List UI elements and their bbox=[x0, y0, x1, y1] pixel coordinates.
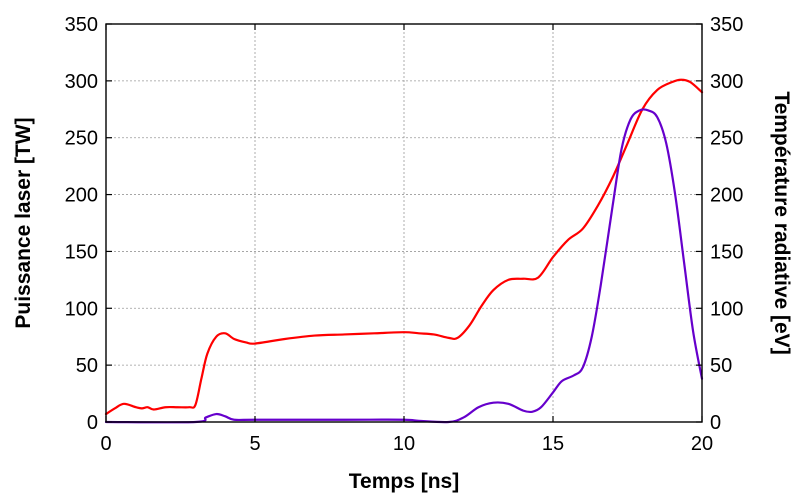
series-line-laser-power bbox=[104, 78, 704, 416]
y2-axis-label: Température radiative [eV] bbox=[770, 91, 793, 354]
y-tick-label: 150 bbox=[65, 241, 98, 263]
y2-tick-label: 350 bbox=[710, 14, 743, 36]
series-layer bbox=[104, 78, 704, 424]
y2-tick-label: 150 bbox=[710, 241, 743, 263]
y2-tick-label: 50 bbox=[710, 355, 732, 377]
x-tick-label: 15 bbox=[542, 433, 564, 455]
y2-tick-label: 250 bbox=[710, 128, 743, 150]
x-tick-label: 10 bbox=[393, 433, 415, 455]
y-tick-label: 250 bbox=[65, 128, 98, 150]
y-axis-label: Puissance laser [TW] bbox=[12, 117, 35, 328]
x-tick-label: 5 bbox=[249, 433, 260, 455]
grid bbox=[106, 24, 702, 422]
y-tick-label: 200 bbox=[65, 185, 98, 207]
x-tick-label: 20 bbox=[691, 433, 713, 455]
y-tick-label: 100 bbox=[65, 298, 98, 320]
x-tick-label: 0 bbox=[100, 433, 111, 455]
y-tick-label: 350 bbox=[65, 14, 98, 36]
series-line-radiative-temperature bbox=[104, 108, 704, 424]
plot-frame bbox=[105, 23, 703, 423]
y2-tick-label: 300 bbox=[710, 71, 743, 93]
y-tick-label: 50 bbox=[76, 355, 98, 377]
ticks bbox=[105, 23, 703, 423]
x-axis-label: Temps [ns] bbox=[349, 470, 459, 493]
y-tick-label: 0 bbox=[87, 412, 98, 434]
y2-tick-label: 0 bbox=[710, 412, 721, 434]
tick-labels: 0 5 10 15 2005010015020025030035005010015020… bbox=[65, 14, 744, 455]
y2-tick-label: 200 bbox=[710, 185, 743, 207]
y-tick-label: 300 bbox=[65, 71, 98, 93]
y2-tick-label: 100 bbox=[710, 298, 743, 320]
